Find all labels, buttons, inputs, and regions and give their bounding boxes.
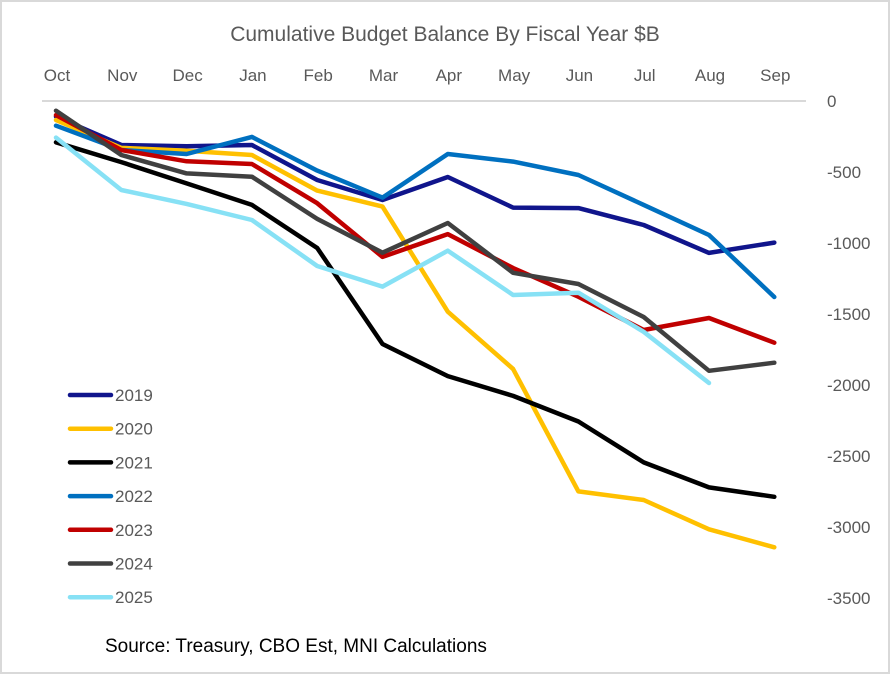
series-line-2019 xyxy=(53,114,777,256)
y-axis-tick-labels: 0 -500 -1000 -1500 -2000 -2500 -3000 -3500 xyxy=(827,92,870,608)
y-tick-label: -3500 xyxy=(827,589,870,608)
x-tick-label-apr: Apr xyxy=(436,66,463,85)
legend-label-2020: 2020 xyxy=(115,420,153,439)
series-line-2022 xyxy=(53,123,777,300)
y-tick-label: -2000 xyxy=(827,376,870,395)
x-tick-label-jul: Jul xyxy=(634,66,656,85)
x-tick-label-aug: Aug xyxy=(695,66,725,85)
x-tick-label-feb: Feb xyxy=(304,66,333,85)
legend-label-2019: 2019 xyxy=(115,386,153,405)
series-line-2020 xyxy=(53,117,777,550)
series-line-2021 xyxy=(53,140,777,500)
x-tick-label-oct: Oct xyxy=(44,66,71,85)
legend-label-2025: 2025 xyxy=(115,588,153,607)
series-line-2024 xyxy=(53,108,777,374)
x-tick-label-dec: Dec xyxy=(172,66,203,85)
x-tick-label-nov: Nov xyxy=(107,66,138,85)
chart-title: Cumulative Budget Balance By Fiscal Year… xyxy=(230,23,660,46)
legend-item-2020: 2020 xyxy=(67,420,153,439)
legend-label-2024: 2024 xyxy=(115,555,153,574)
legend-item-2021: 2021 xyxy=(67,453,153,472)
x-tick-label-jan: Jan xyxy=(239,66,266,85)
y-tick-label: -1000 xyxy=(827,234,870,253)
x-tick-label-jun: Jun xyxy=(566,66,593,85)
x-axis-tick-labels: Oct Nov Dec Jan Feb Mar Apr May Jun Jul Aug Sep xyxy=(44,66,791,85)
legend-item-2022: 2022 xyxy=(67,487,153,506)
y-tick-label: -3000 xyxy=(827,518,870,537)
legend-item-2024: 2024 xyxy=(67,555,153,574)
series-lines xyxy=(53,108,777,550)
y-tick-label: -1500 xyxy=(827,305,870,324)
legend: 2019 2020 2021 2022 2023 2024 2025 xyxy=(67,386,153,607)
legend-label-2023: 2023 xyxy=(115,521,153,540)
legend-label-2021: 2021 xyxy=(115,453,153,472)
legend-item-2023: 2023 xyxy=(67,521,153,540)
y-tick-label: -500 xyxy=(827,163,861,182)
source-note: Source: Treasury, CBO Est, MNI Calculati… xyxy=(105,636,487,657)
y-tick-label: -2500 xyxy=(827,447,870,466)
x-tick-label-mar: Mar xyxy=(369,66,399,85)
x-tick-label-sep: Sep xyxy=(760,66,790,85)
y-tick-label: 0 xyxy=(827,92,836,111)
legend-item-2019: 2019 xyxy=(67,386,153,405)
legend-item-2025: 2025 xyxy=(67,588,153,607)
x-tick-label-may: May xyxy=(498,66,531,85)
series-line-2025 xyxy=(53,135,712,386)
legend-label-2022: 2022 xyxy=(115,487,153,506)
